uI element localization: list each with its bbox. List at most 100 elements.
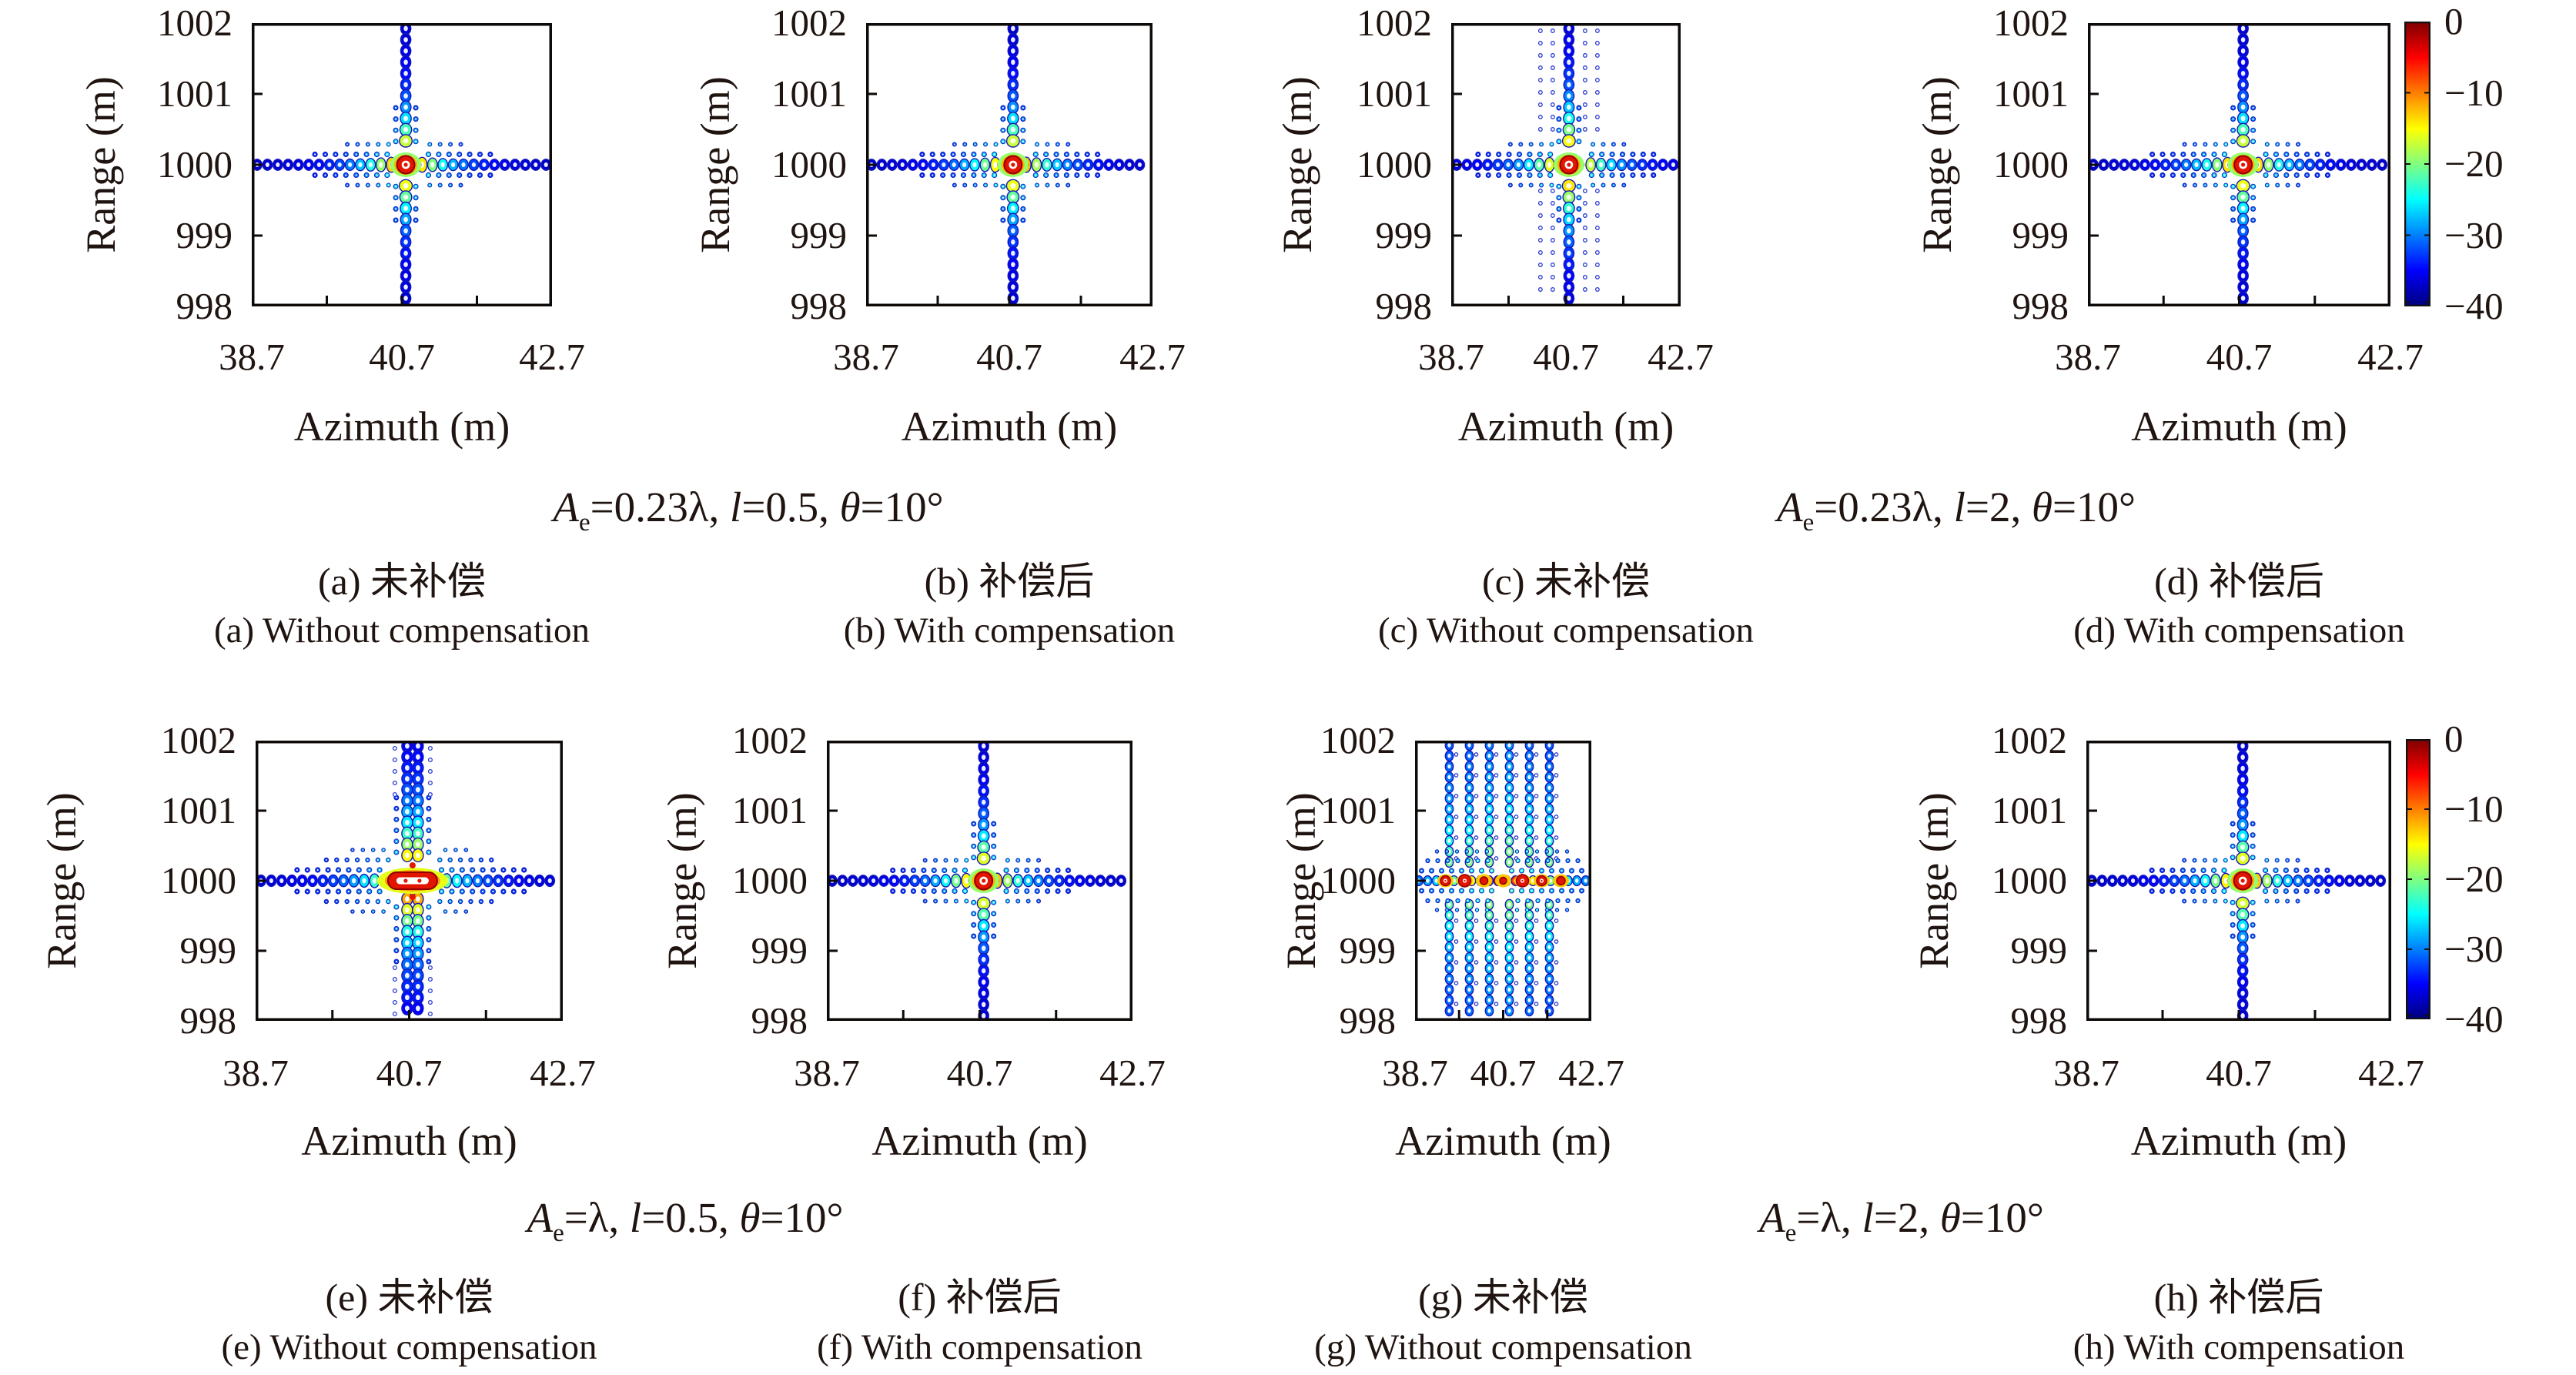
y-tick-label: 1002 [1993,2,2069,44]
condition-part-sub: e [553,1219,564,1247]
condition-part-theta: θ [1939,1194,1961,1241]
condition-part-seg1: =λ, [1796,1194,1862,1241]
x-tick-label: 38.7 [2053,1052,2119,1094]
panel-caption-cn: (d) 补偿后 [2154,560,2324,603]
condition-caption: Ae=λ, l=2, θ=10° [1759,1194,2044,1246]
y-tick-label: 1002 [732,719,808,761]
condition-part-seg3: =10° [860,483,944,530]
colorbar-tick-label: −10 [2444,71,2504,114]
y-tick-label: 998 [751,999,808,1042]
condition-part-seg2: =2, [1965,483,2032,530]
panel-caption-en: (h) With compensation [2073,1327,2405,1367]
y-tick-label: 1002 [1357,2,1432,44]
subplot-g [1415,741,1591,1021]
colorbar-tick-label: −30 [2444,213,2504,256]
colorbar-tick-label: −20 [2444,858,2504,900]
condition-part-sub: e [578,509,590,537]
condition-part-seg1: =0.23λ, [1814,483,1954,530]
contour-plot-b [866,23,1153,306]
subplot-a [252,23,552,306]
x-tick-label: 42.7 [530,1052,596,1094]
y-tick-label: 1000 [161,859,236,902]
x-axis-label: Azimuth (m) [1457,403,1674,450]
x-tick-label: 42.7 [1558,1052,1624,1094]
subplot-e [256,741,563,1021]
condition-part-seg2: =2, [1873,1194,1940,1241]
x-tick-label: 38.7 [1418,336,1484,378]
colorbar-tick-label: −30 [2444,928,2504,970]
x-tick-label: 40.7 [1533,336,1599,378]
x-tick-label: 40.7 [976,336,1042,378]
y-tick-label: 1000 [1993,143,2069,186]
y-tick-label: 1001 [1320,789,1396,831]
y-tick-label: 1001 [1357,72,1432,115]
x-tick-label: 38.7 [794,1052,860,1094]
panel-caption-cn: (g) 未补偿 [1418,1276,1588,1319]
x-tick-label: 42.7 [1648,336,1714,378]
y-tick-label: 1001 [771,72,847,115]
y-tick-label: 1000 [1992,859,2067,902]
y-tick-label: 1001 [1993,72,2069,115]
x-tick-label: 38.7 [1382,1052,1448,1094]
subplot-f [827,741,1132,1021]
x-tick-label: 38.7 [833,336,899,378]
panel-caption-cn: (e) 未补偿 [325,1276,493,1319]
panel-caption-en: (f) With compensation [817,1327,1142,1367]
condition-part-seg1: =0.23λ, [590,483,731,530]
condition-part-A: A [1759,1194,1785,1241]
contour-plot-f [827,741,1132,1021]
condition-part-l: l [730,483,742,530]
condition-part-theta: θ [839,483,861,530]
x-axis-label: Azimuth (m) [2130,1118,2347,1164]
colorbar-tick-label: −40 [2444,285,2504,327]
panel-caption-en: (e) Without compensation [221,1327,597,1367]
condition-part-sub: e [1802,509,1815,537]
y-tick-label: 999 [1375,214,1433,256]
colorbar-row1 [2404,22,2430,306]
y-tick-label: 999 [1339,929,1397,972]
x-axis-label: Azimuth (m) [871,1118,1088,1164]
x-tick-label: 42.7 [519,336,585,378]
condition-caption: Ae=λ, l=0.5, θ=10° [527,1194,843,1246]
x-tick-label: 38.7 [219,336,285,378]
x-tick-label: 42.7 [1119,336,1186,378]
y-tick-label: 1002 [1992,719,2067,761]
condition-caption: Ae=0.23λ, l=0.5, θ=10° [553,483,944,536]
subplot-h [2086,741,2391,1021]
condition-part-theta: θ [739,1194,761,1241]
condition-part-seg2: =0.5, [741,483,840,530]
panel-caption-cn: (a) 未补偿 [318,560,486,603]
x-axis-label: Azimuth (m) [2131,403,2347,450]
panel-caption-en: (a) Without compensation [213,611,590,651]
condition-part-theta: θ [2031,483,2053,530]
y-tick-label: 998 [2012,285,2069,327]
condition-part-A: A [553,483,579,530]
y-tick-label: 998 [790,285,848,327]
x-tick-label: 40.7 [2206,1052,2272,1094]
condition-caption: Ae=0.23λ, l=2, θ=10° [1776,483,2136,536]
y-tick-label: 1001 [157,72,233,115]
y-tick-label: 998 [2010,999,2068,1042]
panel-caption-cn: (h) 补偿后 [2153,1276,2324,1319]
condition-part-l: l [1862,1194,1874,1241]
y-tick-label: 1000 [732,859,808,902]
colorbar-tick-label: −20 [2444,142,2504,185]
contour-plot-g [1415,741,1591,1021]
colorbar-gradient [2404,22,2430,306]
condition-part-A: A [1776,483,1803,530]
x-axis-label: Azimuth (m) [293,403,510,450]
y-tick-label: 1000 [1357,143,1432,186]
contour-plot-c [1451,23,1681,306]
x-axis-label: Azimuth (m) [901,403,1118,450]
y-tick-label: 1001 [161,789,236,831]
subplot-c [1451,23,1681,306]
y-tick-label: 1002 [157,2,233,44]
condition-part-seg3: =10° [1960,1194,2044,1241]
x-tick-label: 40.7 [369,336,435,378]
colorbar-tick-label: 0 [2444,718,2464,760]
x-axis-label: Azimuth (m) [301,1118,517,1164]
y-tick-label: 998 [179,999,237,1042]
x-tick-label: 38.7 [2055,336,2121,378]
panel-caption-en: (g) Without compensation [1314,1327,1692,1367]
colorbar-tick-label: 0 [2444,0,2464,42]
